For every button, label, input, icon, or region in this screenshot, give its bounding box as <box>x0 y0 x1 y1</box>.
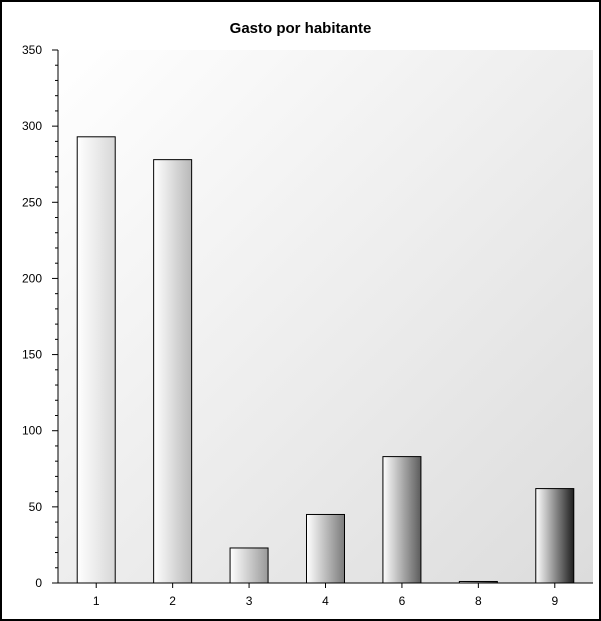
y-tick-label: 150 <box>22 348 42 362</box>
y-tick-label: 100 <box>22 424 42 438</box>
chart-title: Gasto por habitante <box>229 20 372 37</box>
x-tick-label: 4 <box>322 594 329 608</box>
y-tick-label: 250 <box>22 195 42 209</box>
bar-1 <box>76 136 116 584</box>
x-tick-label: 1 <box>93 594 100 608</box>
x-tick-label: 2 <box>169 594 176 608</box>
x-tick-label: 3 <box>246 594 253 608</box>
y-tick-label: 50 <box>29 500 43 514</box>
plot-area <box>58 50 593 583</box>
bar-3 <box>229 547 269 584</box>
x-tick-label: 6 <box>399 594 406 608</box>
x-tick-label: 9 <box>551 594 558 608</box>
x-tick-label: 8 <box>475 594 482 608</box>
y-tick-label: 350 <box>22 43 42 57</box>
y-tick-label: 300 <box>22 119 42 133</box>
bar-6 <box>382 456 422 584</box>
y-tick-label: 0 <box>35 576 42 590</box>
bar-2 <box>153 159 193 584</box>
y-tick-label: 200 <box>22 271 42 285</box>
bar-9 <box>535 488 575 584</box>
bar-4 <box>306 513 345 584</box>
